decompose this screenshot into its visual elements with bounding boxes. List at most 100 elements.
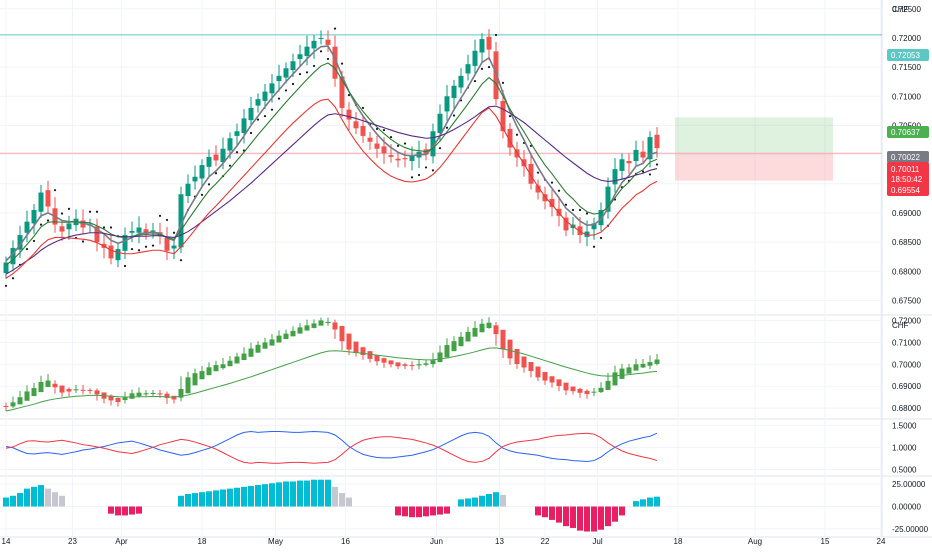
candle-body[interactable] bbox=[304, 46, 310, 56]
histogram-bar[interactable] bbox=[325, 479, 331, 507]
candle-body[interactable] bbox=[395, 158, 401, 161]
histogram-bar[interactable] bbox=[486, 493, 492, 507]
histogram-bar[interactable] bbox=[248, 485, 254, 507]
candle-body[interactable] bbox=[451, 85, 457, 98]
candle-body[interactable] bbox=[297, 54, 303, 59]
candle-body[interactable] bbox=[24, 221, 30, 233]
histogram-bar[interactable] bbox=[535, 506, 541, 516]
heikin-body[interactable] bbox=[437, 352, 443, 363]
candle-body[interactable] bbox=[479, 39, 485, 53]
heikin-body[interactable] bbox=[304, 325, 310, 331]
heikin-body[interactable] bbox=[241, 353, 247, 361]
candle-body[interactable] bbox=[381, 146, 387, 154]
heikin-body[interactable] bbox=[633, 364, 639, 371]
histogram-bar[interactable] bbox=[640, 499, 646, 507]
histogram-bar[interactable] bbox=[31, 486, 37, 507]
candle-body[interactable] bbox=[626, 161, 632, 164]
candle-body[interactable] bbox=[150, 230, 156, 232]
candle-body[interactable] bbox=[507, 128, 513, 148]
heikin-body[interactable] bbox=[45, 380, 51, 388]
heikin-body[interactable] bbox=[556, 379, 562, 386]
candle-body[interactable] bbox=[332, 46, 338, 79]
histogram-bar[interactable] bbox=[479, 495, 485, 507]
heikin-body[interactable] bbox=[52, 383, 58, 388]
candle-body[interactable] bbox=[38, 192, 44, 212]
loss-zone[interactable] bbox=[675, 153, 833, 181]
histogram-bar[interactable] bbox=[416, 506, 422, 518]
histogram-bar[interactable] bbox=[346, 497, 352, 507]
histogram-bar[interactable] bbox=[283, 481, 289, 507]
heikin-body[interactable] bbox=[612, 372, 618, 386]
histogram-bar[interactable] bbox=[654, 496, 660, 507]
heikin-body[interactable] bbox=[248, 348, 254, 357]
histogram-bar[interactable] bbox=[122, 506, 128, 516]
heikin-body[interactable] bbox=[332, 322, 338, 330]
histogram-bar[interactable] bbox=[591, 506, 597, 532]
heikin-body[interactable] bbox=[374, 355, 380, 362]
histogram-bar[interactable] bbox=[402, 506, 408, 517]
histogram-bar[interactable] bbox=[213, 490, 219, 507]
candle-body[interactable] bbox=[605, 186, 611, 212]
candle-body[interactable] bbox=[255, 99, 261, 106]
histogram-bar[interactable] bbox=[269, 483, 275, 507]
heikin-body[interactable] bbox=[66, 389, 72, 392]
candle-body[interactable] bbox=[360, 126, 366, 136]
heikin-body[interactable] bbox=[220, 364, 226, 369]
candle-body[interactable] bbox=[535, 185, 541, 193]
histogram-bar[interactable] bbox=[584, 506, 590, 532]
histogram-bar[interactable] bbox=[24, 488, 30, 507]
histogram-bar[interactable] bbox=[409, 506, 415, 518]
heikin-body[interactable] bbox=[346, 333, 352, 350]
heikin-body[interactable] bbox=[143, 393, 149, 395]
histogram-bar[interactable] bbox=[38, 485, 44, 507]
histogram-bar[interactable] bbox=[115, 506, 121, 516]
heikin-body[interactable] bbox=[395, 362, 401, 367]
candle-body[interactable] bbox=[563, 217, 569, 231]
candle-body[interactable] bbox=[325, 39, 331, 45]
heikin-body[interactable] bbox=[353, 341, 359, 353]
candle-body[interactable] bbox=[136, 227, 142, 233]
histogram-bar[interactable] bbox=[290, 481, 296, 507]
heikin-body[interactable] bbox=[73, 389, 79, 391]
heikin-body[interactable] bbox=[185, 377, 191, 394]
heikin-body[interactable] bbox=[297, 327, 303, 334]
histogram-bar[interactable] bbox=[619, 506, 625, 516]
heikin-body[interactable] bbox=[325, 321, 331, 324]
histogram-bar[interactable] bbox=[444, 506, 450, 514]
histogram-bar[interactable] bbox=[199, 492, 205, 507]
candle-body[interactable] bbox=[262, 91, 268, 101]
histogram-bar[interactable] bbox=[458, 499, 464, 507]
histogram-bar[interactable] bbox=[612, 506, 618, 522]
heikin-body[interactable] bbox=[178, 389, 184, 398]
candle-body[interactable] bbox=[339, 76, 345, 108]
histogram-bar[interactable] bbox=[136, 506, 142, 514]
candle-body[interactable] bbox=[633, 149, 639, 161]
candle-body[interactable] bbox=[388, 155, 394, 157]
heikin-body[interactable] bbox=[129, 393, 135, 399]
candle-body[interactable] bbox=[66, 223, 72, 230]
histogram-bar[interactable] bbox=[227, 488, 233, 507]
candle-body[interactable] bbox=[122, 235, 128, 251]
heikin-body[interactable] bbox=[360, 347, 366, 356]
candle-body[interactable] bbox=[486, 36, 492, 50]
heikin-body[interactable] bbox=[108, 395, 114, 401]
heikin-body[interactable] bbox=[549, 376, 555, 383]
candle-body[interactable] bbox=[59, 226, 65, 232]
candle-body[interactable] bbox=[220, 148, 226, 163]
candle-body[interactable] bbox=[227, 138, 233, 151]
candle-body[interactable] bbox=[192, 176, 198, 182]
heikin-body[interactable] bbox=[31, 388, 37, 397]
histogram-bar[interactable] bbox=[304, 480, 310, 507]
candle-body[interactable] bbox=[402, 158, 408, 160]
histogram-bar[interactable] bbox=[465, 498, 471, 507]
candle-body[interactable] bbox=[213, 154, 219, 161]
candle-body[interactable] bbox=[234, 131, 240, 136]
heikin-body[interactable] bbox=[367, 351, 373, 359]
candle-body[interactable] bbox=[444, 96, 450, 112]
histogram-bar[interactable] bbox=[423, 506, 429, 517]
heikin-body[interactable] bbox=[542, 371, 548, 381]
heikin-body[interactable] bbox=[213, 365, 219, 372]
candle-body[interactable] bbox=[171, 245, 177, 249]
candle-body[interactable] bbox=[472, 50, 478, 66]
histogram-bar[interactable] bbox=[10, 495, 16, 507]
